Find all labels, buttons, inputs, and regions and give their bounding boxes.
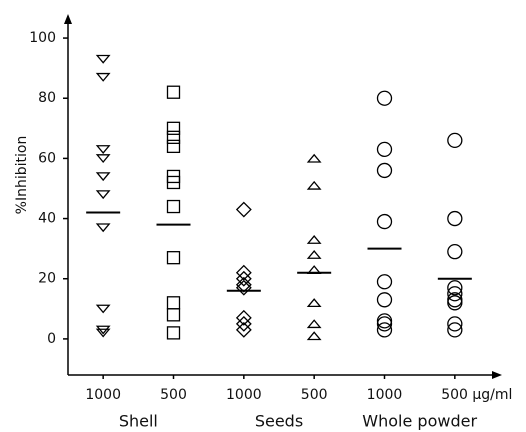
y-axis-arrow (64, 14, 72, 24)
data-point (306, 298, 322, 308)
data-point (166, 308, 181, 322)
data-point (166, 139, 181, 154)
data-point (306, 153, 322, 163)
data-point (306, 319, 322, 329)
group-label: Seeds (255, 412, 303, 431)
data-point (306, 250, 322, 259)
data-point (376, 292, 393, 308)
y-tick-label: 60 (38, 150, 56, 166)
data-point (306, 235, 322, 244)
data-point (166, 85, 181, 99)
data-point (447, 316, 463, 332)
data-point (306, 180, 322, 190)
data-point (166, 121, 181, 135)
data-point (376, 162, 393, 179)
y-tick-label: 100 (29, 30, 56, 46)
data-point (166, 251, 181, 265)
y-tick-label: 80 (38, 90, 56, 106)
data-point (95, 154, 111, 164)
y-axis-label: %Inhibition (14, 136, 30, 215)
data-point (235, 270, 252, 287)
data-point (376, 213, 393, 230)
data-point (166, 175, 181, 190)
data-point (235, 315, 252, 332)
data-point (166, 296, 181, 310)
data-point (235, 279, 252, 296)
data-point (166, 130, 181, 144)
x-tick-label: 1000 (85, 387, 121, 403)
data-point (95, 54, 111, 64)
data-point (235, 264, 252, 281)
data-point (376, 141, 393, 158)
data-point (95, 328, 111, 338)
group-label: Whole powder (362, 412, 477, 431)
data-point (95, 190, 111, 200)
x-axis-arrow (492, 371, 502, 379)
x-tick-label: 1000 (367, 387, 403, 403)
data-point (447, 280, 463, 296)
x-tick-label: 500 µg/ml (441, 387, 512, 403)
data-point (447, 295, 463, 311)
data-point (376, 316, 393, 332)
data-point (95, 223, 111, 233)
data-point (95, 172, 111, 182)
data-point (447, 244, 463, 260)
data-point (306, 331, 322, 341)
data-point (235, 309, 252, 326)
data-point (447, 322, 463, 338)
group-label: Shell (119, 412, 158, 431)
data-point (447, 210, 463, 227)
data-point (166, 199, 181, 214)
data-point (95, 145, 111, 154)
data-point (235, 321, 252, 338)
data-point (95, 72, 111, 82)
data-point (447, 286, 463, 302)
y-tick-label: 40 (38, 211, 56, 227)
x-tick-label: 500 (301, 387, 328, 403)
x-tick-label: 1000 (226, 387, 262, 403)
data-point (447, 132, 463, 149)
x-tick-label: 500 (160, 387, 187, 403)
y-tick-label: 0 (47, 331, 56, 347)
data-point (376, 322, 393, 338)
data-point (166, 326, 181, 340)
data-point (376, 90, 393, 106)
data-point (95, 304, 111, 314)
y-tick-label: 20 (38, 271, 56, 287)
data-point (376, 274, 393, 290)
data-point (235, 201, 252, 218)
